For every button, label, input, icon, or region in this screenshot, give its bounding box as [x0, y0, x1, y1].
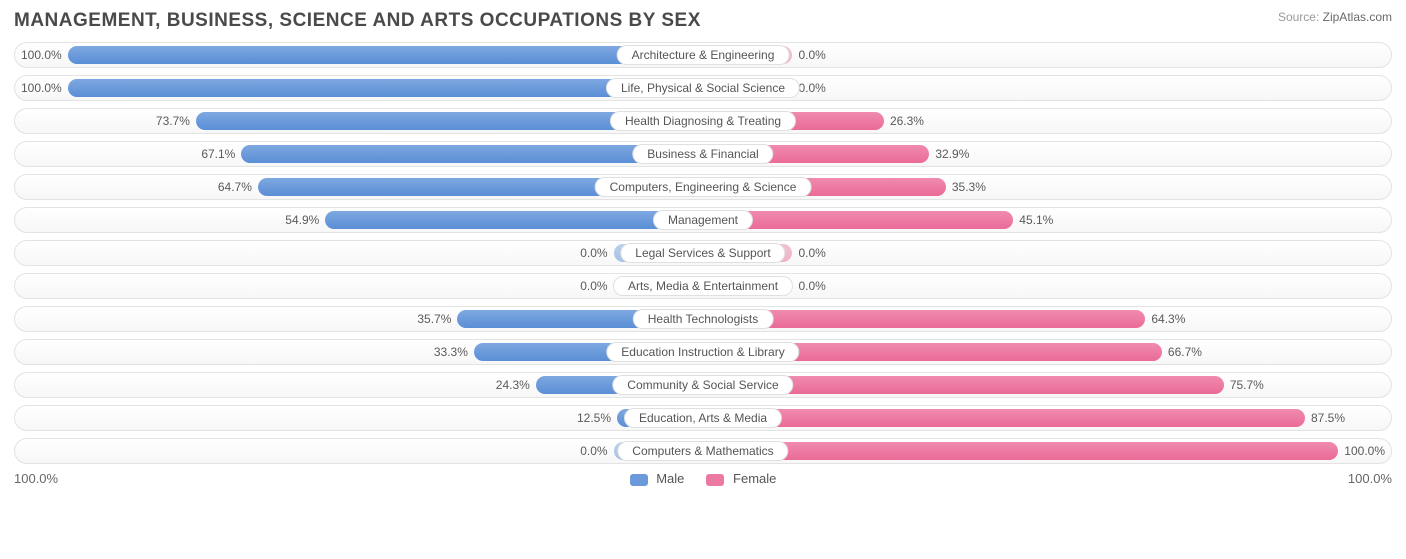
chart-axis: 100.0% Male Female 100.0%: [14, 471, 1392, 486]
female-value-label: 32.9%: [929, 147, 975, 161]
chart-row-female-side: 64.3%: [703, 307, 1391, 331]
male-value-label: 64.7%: [212, 180, 258, 194]
male-value-label: 0.0%: [574, 444, 613, 458]
category-label: Computers, Engineering & Science: [595, 177, 812, 197]
chart-row-female-side: 32.9%: [703, 142, 1391, 166]
chart-row-male-side: 100.0%: [15, 76, 703, 100]
chart-row-female-side: 0.0%: [703, 43, 1391, 67]
chart-row: 67.1% 32.9% Business & Financial: [14, 141, 1392, 167]
chart-row-male-side: 73.7%: [15, 109, 703, 133]
chart-legend: Male Female: [630, 471, 777, 486]
chart-row: 73.7% 26.3% Health Diagnosing & Treating: [14, 108, 1392, 134]
chart-row-male-side: 100.0%: [15, 43, 703, 67]
female-value-label: 26.3%: [884, 114, 930, 128]
female-value-label: 0.0%: [792, 279, 831, 293]
male-bar: [68, 46, 703, 64]
chart-row-male-side: 0.0%: [15, 274, 703, 298]
male-value-label: 100.0%: [15, 48, 68, 62]
male-value-label: 54.9%: [279, 213, 325, 227]
male-value-label: 100.0%: [15, 81, 68, 95]
category-label: Architecture & Engineering: [617, 45, 790, 65]
male-value-label: 24.3%: [490, 378, 536, 392]
male-value-label: 73.7%: [150, 114, 196, 128]
chart-row-male-side: 12.5%: [15, 406, 703, 430]
legend-swatch-male: [630, 474, 648, 486]
male-bar: [325, 211, 703, 229]
chart-row-female-side: 0.0%: [703, 76, 1391, 100]
chart-row-female-side: 26.3%: [703, 109, 1391, 133]
chart-row-female-side: 66.7%: [703, 340, 1391, 364]
chart-row-female-side: 45.1%: [703, 208, 1391, 232]
chart-row: 24.3% 75.7% Community & Social Service: [14, 372, 1392, 398]
chart-row: 64.7% 35.3% Computers, Engineering & Scien…: [14, 174, 1392, 200]
legend-female-label: Female: [733, 471, 776, 486]
male-value-label: 12.5%: [571, 411, 617, 425]
male-value-label: 0.0%: [574, 279, 613, 293]
female-bar: [703, 409, 1305, 427]
female-bar: [703, 442, 1338, 460]
chart-row: 100.0% 0.0%Life, Physical & Social Scienc…: [14, 75, 1392, 101]
chart-row-female-side: 100.0%: [703, 439, 1391, 463]
female-value-label: 87.5%: [1305, 411, 1351, 425]
source-name: ZipAtlas.com: [1323, 10, 1392, 24]
chart-row-female-side: 0.0%: [703, 241, 1391, 265]
category-label: Education Instruction & Library: [606, 342, 799, 362]
male-value-label: 33.3%: [428, 345, 474, 359]
chart-row-female-side: 0.0%: [703, 274, 1391, 298]
chart-row-male-side: 0.0%: [15, 439, 703, 463]
chart-row-male-side: 24.3%: [15, 373, 703, 397]
chart-row: 0.0% 0.0% Legal Services & Support: [14, 240, 1392, 266]
category-label: Legal Services & Support: [620, 243, 785, 263]
category-label: Life, Physical & Social Science: [606, 78, 800, 98]
category-label: Computers & Mathematics: [617, 441, 788, 461]
male-value-label: 67.1%: [195, 147, 241, 161]
category-label: Business & Financial: [632, 144, 773, 164]
female-value-label: 45.1%: [1013, 213, 1059, 227]
male-value-label: 35.7%: [411, 312, 457, 326]
diverging-bar-chart: 100.0%0.0%Architecture & Engineering100.…: [14, 42, 1392, 464]
category-label: Management: [653, 210, 753, 230]
chart-row: 33.3% 66.7% Education Instruction & Librar…: [14, 339, 1392, 365]
chart-row: 100.0% 0.0%Architecture & Engineering: [14, 42, 1392, 68]
female-value-label: 100.0%: [1338, 444, 1391, 458]
chart-source: Source: ZipAtlas.com: [1278, 10, 1392, 24]
chart-row: 12.5% 87.5% Education, Arts & Media: [14, 405, 1392, 431]
chart-row-male-side: 33.3%: [15, 340, 703, 364]
chart-header: MANAGEMENT, BUSINESS, SCIENCE AND ARTS O…: [14, 10, 1392, 32]
axis-left-label: 100.0%: [14, 471, 58, 486]
chart-row-female-side: 87.5%: [703, 406, 1391, 430]
male-value-label: 0.0%: [574, 246, 613, 260]
category-label: Education, Arts & Media: [624, 408, 782, 428]
chart-row-male-side: 0.0%: [15, 241, 703, 265]
category-label: Arts, Media & Entertainment: [613, 276, 793, 296]
female-value-label: 35.3%: [946, 180, 992, 194]
category-label: Health Technologists: [633, 309, 774, 329]
chart-row-female-side: 75.7%: [703, 373, 1391, 397]
chart-row: 0.0% 100.0% Computers & Mathematics: [14, 438, 1392, 464]
female-value-label: 0.0%: [792, 48, 831, 62]
female-value-label: 0.0%: [792, 246, 831, 260]
legend-male: Male: [630, 471, 685, 486]
chart-row: 0.0% 0.0%Arts, Media & Entertainment: [14, 273, 1392, 299]
category-label: Health Diagnosing & Treating: [610, 111, 796, 131]
legend-female: Female: [706, 471, 776, 486]
chart-row: 54.9% 45.1% Management: [14, 207, 1392, 233]
legend-male-label: Male: [656, 471, 684, 486]
axis-right-label: 100.0%: [1348, 471, 1392, 486]
chart-row: 35.7% 64.3% Health Technologists: [14, 306, 1392, 332]
female-value-label: 64.3%: [1145, 312, 1191, 326]
category-label: Community & Social Service: [612, 375, 793, 395]
chart-title: MANAGEMENT, BUSINESS, SCIENCE AND ARTS O…: [14, 10, 701, 32]
female-value-label: 75.7%: [1224, 378, 1270, 392]
chart-row-male-side: 54.9%: [15, 208, 703, 232]
female-value-label: 66.7%: [1162, 345, 1208, 359]
source-label: Source:: [1278, 10, 1319, 24]
chart-row-male-side: 35.7%: [15, 307, 703, 331]
legend-swatch-female: [706, 474, 724, 486]
chart-row-male-side: 67.1%: [15, 142, 703, 166]
